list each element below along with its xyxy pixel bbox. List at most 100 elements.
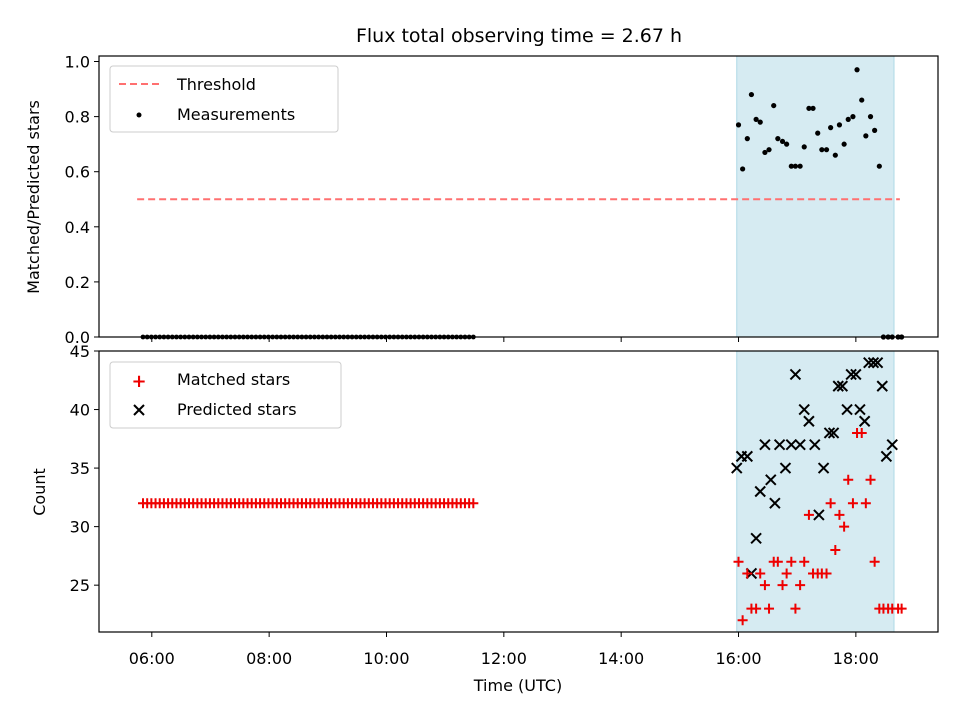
matched-star-point [830, 545, 841, 556]
matched-star-point [733, 556, 744, 567]
matched-star-point [843, 474, 854, 485]
matched-star-point [896, 603, 907, 614]
bottom-y-tick-label: 40 [70, 401, 90, 420]
measurement-point [748, 91, 755, 98]
bottom-panel: 25 30 35 40 45 06:00 08:00 10:00 12:00 14:00 16:0… [30, 342, 939, 695]
matched-star-point [856, 427, 867, 438]
legend-predicted-swatch [133, 404, 145, 416]
matched-star-point [803, 509, 814, 520]
measurement-point [828, 125, 834, 131]
predicted-star-point [741, 450, 754, 463]
top-panel: 0.0 0.2 0.4 0.6 0.8 1.0 Matched/Predicted sta… [24, 53, 939, 347]
bottom-y-tick-label: 45 [70, 342, 90, 361]
measurement-point [792, 163, 799, 169]
predicted-star-point [845, 368, 857, 381]
top-y-tick-label: 0.2 [65, 273, 90, 292]
measurement-point [841, 141, 847, 147]
predicted-star-point [871, 357, 884, 369]
matched-star-point [869, 556, 880, 567]
measurement-point [753, 116, 759, 122]
legend-matched-label: Matched stars [177, 370, 290, 389]
matched-star-point [786, 556, 797, 567]
measurement-point [863, 133, 869, 139]
predicted-star-point [765, 474, 777, 486]
measurement-point [779, 138, 786, 145]
measurement-point [744, 136, 750, 142]
x-tick-label: 08:00 [246, 649, 292, 668]
measurement-point [757, 119, 763, 125]
measurement-point [810, 105, 816, 111]
predicted-star-point [759, 438, 771, 451]
measurement-point [823, 147, 830, 153]
legend-measurements-label: Measurements [177, 105, 295, 124]
x-axis-label: Time (UTC) [473, 676, 562, 695]
bottom-y-tick-label: 30 [70, 518, 90, 537]
matched-star-point [860, 498, 871, 509]
predicted-star-point [886, 438, 898, 451]
legend-predicted-label: Predicted stars [177, 400, 297, 419]
matched-star-point [839, 521, 850, 532]
predicted-star-point [836, 380, 849, 392]
predicted-star-point [731, 462, 743, 474]
predicted-star-point [794, 438, 806, 451]
measurement-point [766, 147, 772, 153]
predicted-star-point [827, 427, 840, 439]
x-tick-label: 10:00 [363, 649, 409, 668]
legend-threshold-label: Threshold [176, 75, 256, 94]
matched-star-point [825, 498, 836, 509]
measurement-point [872, 127, 878, 133]
top-y-tick-label: 0.4 [65, 218, 90, 237]
matched-star-point [777, 580, 788, 591]
bottom-axes-frame [98, 350, 939, 633]
top-y-tick-label: 0.0 [65, 328, 90, 347]
predicted-star-point [823, 427, 836, 439]
legend-matched-swatch: + [131, 371, 146, 392]
top-y-axis: 0.0 0.2 0.4 0.6 0.8 1.0 [65, 53, 99, 347]
predicted-star-point [854, 403, 866, 416]
predicted-star-point [769, 497, 781, 509]
measurement-point [801, 144, 807, 150]
matched-star-point [737, 615, 748, 626]
legend-measurements-swatch [136, 112, 142, 118]
measurement-point [836, 122, 843, 128]
predicted-star-point [773, 438, 786, 451]
predicted-star-point [785, 438, 798, 451]
measurement-point [819, 147, 825, 153]
x-tick-label: 16:00 [715, 649, 761, 668]
bottom-legend-frame [109, 361, 342, 429]
chart-title: Flux total observing time = 2.67 h [356, 25, 682, 47]
matched-star-point [865, 474, 876, 485]
top-y-label: Matched/Predicted stars [24, 100, 43, 294]
measurement-point [771, 102, 777, 109]
predicted-star-point [858, 415, 871, 427]
top-axes-frame [98, 55, 939, 338]
measurement-point [806, 105, 812, 111]
highlight-span [736, 55, 895, 338]
measurement-point [762, 149, 768, 156]
matched-star-point [764, 603, 775, 614]
measurement-point [740, 166, 746, 172]
bottom-legend: + Matched stars Predicted stars [109, 361, 342, 429]
matched-star-point [795, 580, 806, 591]
measurement-point [867, 114, 874, 120]
matched-star-point [799, 556, 810, 567]
top-x-ticks [151, 337, 857, 342]
predicted-star-point [789, 368, 802, 381]
measurement-point [735, 122, 742, 128]
bottom-plot-area [138, 357, 907, 626]
measurement-point [784, 141, 790, 147]
matched-star-point [847, 498, 858, 509]
measurement-point [832, 152, 838, 158]
measurement-point [815, 130, 821, 136]
x-tick-label: 06:00 [129, 649, 175, 668]
top-y-tick-label: 0.8 [65, 108, 90, 127]
bottom-y-axis: 25 30 35 40 45 [70, 342, 99, 595]
bottom-x-axis: 06:00 08:00 10:00 12:00 14:00 16:00 18:00 [129, 632, 879, 668]
matched-star-point [772, 556, 783, 567]
predicted-star-point [832, 380, 844, 392]
predicted-star-point [841, 403, 853, 416]
predicted-star-point [754, 485, 766, 498]
top-legend-frame [109, 65, 339, 133]
predicted-star-point [880, 450, 893, 463]
